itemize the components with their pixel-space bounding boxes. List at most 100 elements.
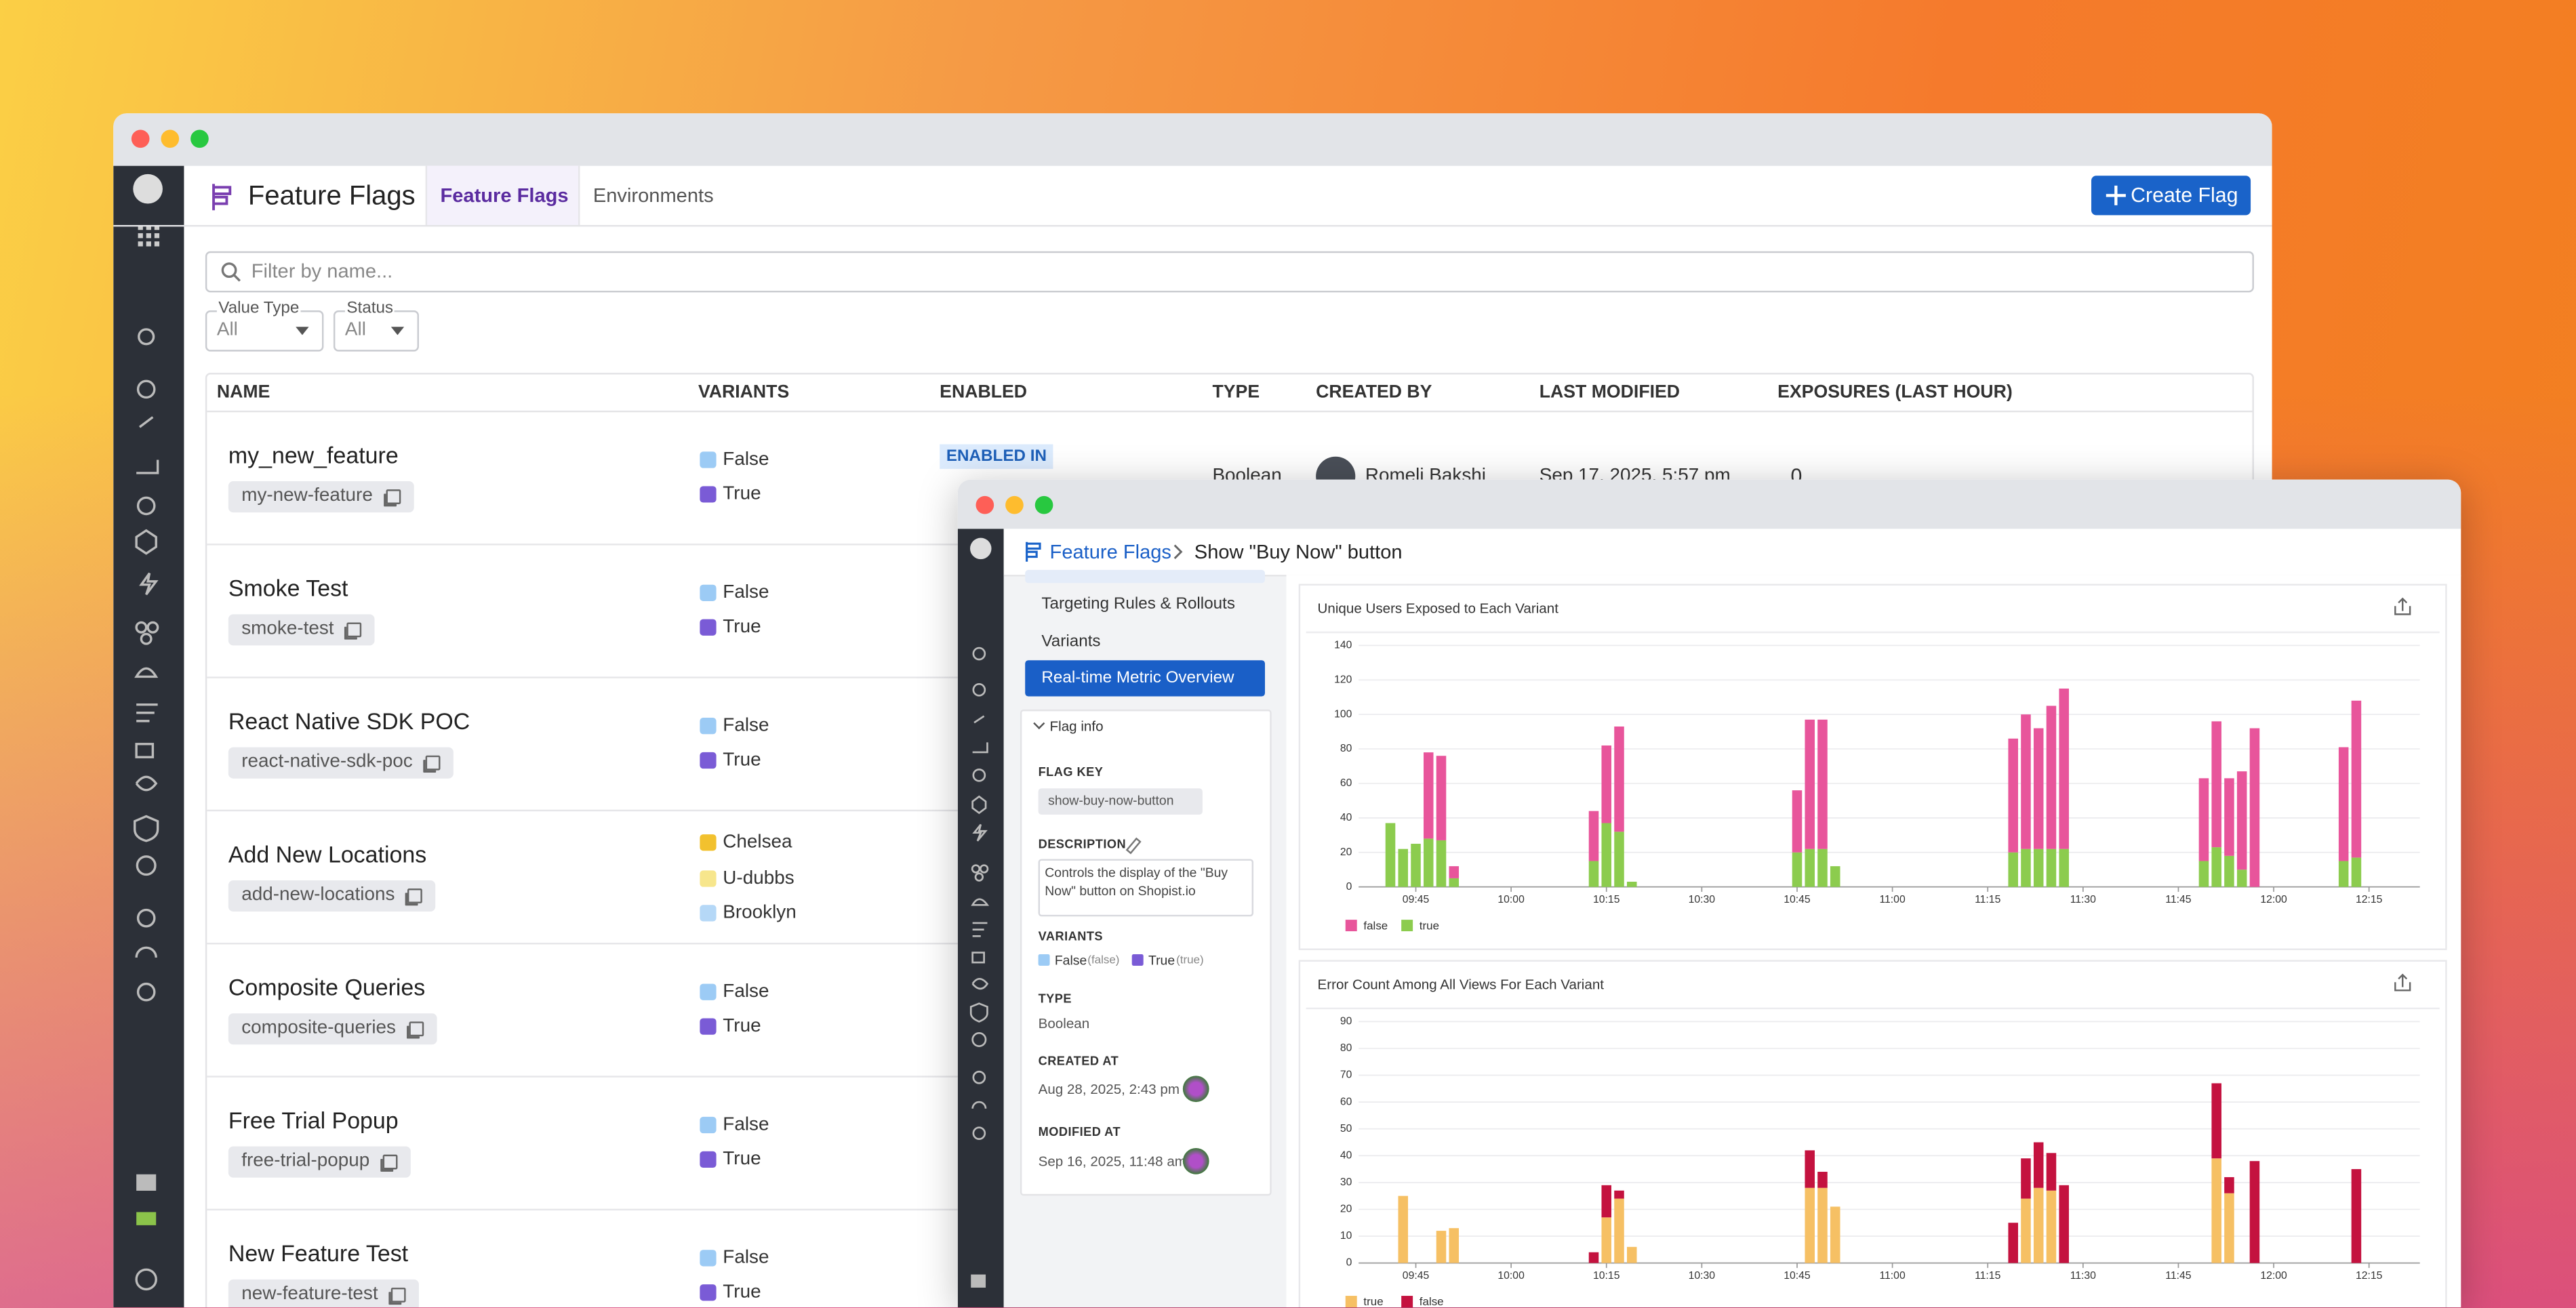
avatar (1182, 1147, 1209, 1174)
copy-icon (407, 888, 423, 903)
x-tick-label: 09:45 (1403, 894, 1430, 905)
x-tick-label: 11:45 (2165, 894, 2191, 905)
field-label: MODIFIED AT (1038, 1124, 1121, 1139)
flag-info-card (1020, 709, 1272, 1196)
flag-key-chip[interactable]: smoke-test (228, 614, 376, 646)
legend-swatch (1401, 920, 1413, 932)
active-nav[interactable] (1025, 660, 1266, 697)
bar-segment (2338, 861, 2349, 887)
y-tick-label: 140 (1334, 640, 1352, 651)
bar-segment (2059, 689, 2069, 849)
flag-detail-window: Unique Users Exposed to Each Variant 0 20 4… (957, 479, 2461, 1308)
x-tick-label: 10:45 (1784, 1270, 1811, 1282)
bar-segment (1423, 752, 1434, 839)
bar-segment (1601, 1217, 1612, 1263)
sidebar-icons (969, 537, 992, 1288)
plus-icon (2106, 185, 2126, 205)
copy-icon (382, 1154, 398, 1170)
min-dot (161, 129, 180, 148)
bar-segment (2046, 706, 2057, 849)
enabled-badge: ENABLED IN (940, 444, 1053, 469)
bar-segment (1805, 719, 1815, 849)
bar-segment (2008, 1223, 2018, 1263)
breadcrumb-current: Show "Buy Now" button (1194, 540, 1403, 564)
legend-label: true (1420, 919, 1439, 932)
bar-segment (1411, 844, 1421, 887)
dropdown-caret (296, 327, 309, 335)
variant-name: True (723, 1282, 761, 1303)
flag-key-chip[interactable]: free-trial-popup (228, 1146, 411, 1178)
bar-segment (2021, 714, 2031, 849)
copy-icon (391, 1287, 406, 1303)
variant-swatch (700, 870, 717, 887)
x-tick-label: 12:15 (2356, 894, 2383, 905)
tab: Environments (592, 184, 714, 207)
field-value: (false) (1087, 955, 1120, 967)
bar-segment (1601, 1185, 1612, 1218)
column-header: TYPE (1212, 382, 1260, 403)
bar-segment (2249, 728, 2260, 887)
variant-name: True (723, 750, 761, 771)
dropdown-label: Status (344, 300, 395, 318)
bar-segment (1830, 866, 1840, 887)
bar-segment (1805, 1187, 1815, 1263)
header-divider (113, 225, 2272, 227)
variant-name: Brooklyn (723, 903, 797, 923)
description-box: Controls the display of the "Buy Now" bu… (1038, 859, 1254, 917)
breadcrumb-link: Feature Flags (1049, 540, 1171, 564)
variant-name: True (723, 617, 761, 638)
y-tick-label: 0 (1346, 881, 1352, 893)
bar-segment (2059, 849, 2069, 887)
create-flag-button[interactable] (2091, 176, 2251, 216)
flag-key-chip[interactable]: my-new-feature (228, 481, 414, 513)
flag-key-chip[interactable]: react-native-sdk-poc (228, 747, 454, 779)
bar-segment (2211, 847, 2221, 887)
y-tick-label: 20 (1340, 1204, 1352, 1215)
bar-segment (2046, 1153, 2057, 1191)
max-dot (190, 129, 209, 148)
bar-segment (1614, 1198, 1624, 1263)
y-tick-label: 70 (1340, 1069, 1352, 1081)
bar-segment (2046, 849, 2057, 887)
bar-segment (2198, 778, 2209, 861)
bar-segment (1436, 756, 1447, 840)
flag-name: Composite Queries (228, 974, 426, 1000)
create-flag-label: Create Flag (2131, 184, 2238, 207)
legend-label: false (1363, 919, 1388, 932)
bar-segment (2021, 1198, 2031, 1263)
variant-name: False (723, 450, 769, 470)
sidebar (957, 529, 1004, 1308)
bar-segment (1449, 1228, 1460, 1263)
bar-segment (1436, 840, 1447, 887)
bar-segment (1817, 719, 1828, 849)
field-value: Sep 16, 2025, 11:48 am (1038, 1153, 1186, 1170)
legend-label: true (1363, 1295, 1383, 1307)
bar-segment (2008, 852, 2018, 887)
variant-swatch (700, 486, 717, 503)
legend-swatch (1401, 1296, 1413, 1308)
flag-key-chip[interactable]: new-feature-test (228, 1279, 420, 1308)
flag-key-chip[interactable]: composite-queries (228, 1013, 437, 1045)
bar-segment (1614, 726, 1624, 832)
bar-segment (1817, 849, 1828, 887)
x-tick-label: 11:00 (1879, 1270, 1905, 1282)
field-value: Aug 28, 2025, 2:43 pm (1038, 1080, 1180, 1097)
flag-key-chip[interactable]: add-new-locations (228, 880, 437, 912)
variant-swatch (700, 905, 717, 922)
x-tick-label: 11:45 (2165, 1270, 2191, 1282)
filter-input[interactable] (205, 251, 2254, 293)
column-header: NAME (216, 382, 270, 403)
y-tick-label: 60 (1340, 777, 1352, 789)
page-title: Feature Flags (247, 181, 416, 211)
bar-segment (2046, 1190, 2057, 1263)
bar-segment (2224, 855, 2234, 887)
field-value: True (1148, 953, 1175, 968)
x-tick-label: 09:45 (1403, 1270, 1430, 1282)
min-dot (1005, 495, 1024, 514)
variant-name: False (723, 716, 769, 736)
bar-segment (2236, 771, 2247, 870)
y-tick-label: 100 (1334, 708, 1352, 720)
bar-segment (1792, 852, 1803, 887)
bar-segment (2059, 1185, 2069, 1263)
